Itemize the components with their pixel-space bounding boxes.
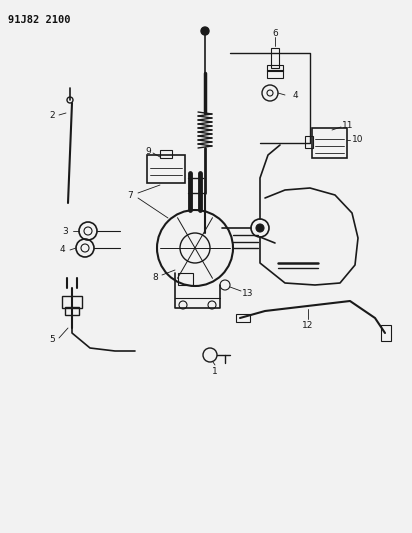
Text: 9: 9 (145, 147, 151, 156)
Bar (305, 136, 313, 148)
Text: 5: 5 (49, 335, 55, 344)
Bar (381, 325, 391, 341)
Bar (271, 48, 279, 68)
Bar (178, 273, 193, 285)
Text: 7: 7 (127, 190, 133, 199)
Text: 11: 11 (342, 120, 354, 130)
Text: 4: 4 (292, 91, 298, 100)
Text: 12: 12 (302, 321, 314, 330)
Text: 13: 13 (242, 288, 254, 297)
Bar (147, 155, 185, 183)
Text: 8: 8 (152, 273, 158, 282)
Text: 4: 4 (59, 246, 65, 254)
Bar (267, 65, 283, 71)
Text: 2: 2 (49, 110, 55, 119)
Bar (62, 296, 82, 308)
Circle shape (256, 224, 264, 232)
Bar (312, 128, 347, 158)
Text: 10: 10 (352, 135, 364, 144)
Circle shape (201, 27, 209, 35)
Bar (65, 307, 79, 315)
Text: 6: 6 (272, 28, 278, 37)
Bar (160, 150, 172, 158)
Text: 3: 3 (62, 227, 68, 236)
Text: 91J82 2100: 91J82 2100 (8, 15, 70, 25)
Bar (267, 70, 283, 78)
Bar (236, 314, 250, 322)
Text: 1: 1 (212, 367, 218, 376)
